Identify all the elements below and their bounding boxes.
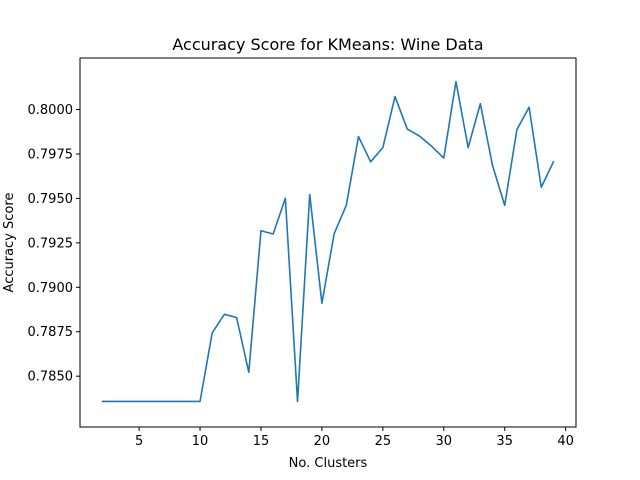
y-tick-label: 0.7875	[28, 325, 74, 340]
plot-marks	[101, 80, 555, 403]
y-axis-label: Accuracy Score	[2, 193, 17, 293]
x-tick-label: 30	[436, 434, 453, 449]
y-tick-label: 0.7925	[28, 236, 74, 251]
y-tick-label: 0.7950	[28, 192, 74, 207]
y-tick-label: 0.7850	[28, 370, 74, 385]
x-tick-label: 40	[557, 434, 574, 449]
chart-title: Accuracy Score for KMeans: Wine Data	[172, 35, 483, 54]
y-tick-label: 0.8000	[28, 103, 74, 118]
series-line-0	[101, 80, 555, 403]
x-axis-label: No. Clusters	[289, 456, 368, 471]
x-axis-ticks: 5 10 15 20 25 30 35 40	[135, 427, 574, 449]
x-tick-label: 10	[192, 434, 209, 449]
x-tick-label: 5	[135, 434, 143, 449]
y-tick-label: 0.7975	[28, 147, 74, 162]
x-tick-label: 15	[253, 434, 270, 449]
x-tick-label: 25	[375, 434, 392, 449]
x-tick-label: 35	[496, 434, 513, 449]
y-tick-label: 0.7900	[28, 281, 74, 296]
x-tick-label: 20	[314, 434, 331, 449]
y-axis-ticks: 0.7850 0.7875 0.7900 0.7925 0.7950 0.7975 0.80…	[28, 103, 80, 385]
